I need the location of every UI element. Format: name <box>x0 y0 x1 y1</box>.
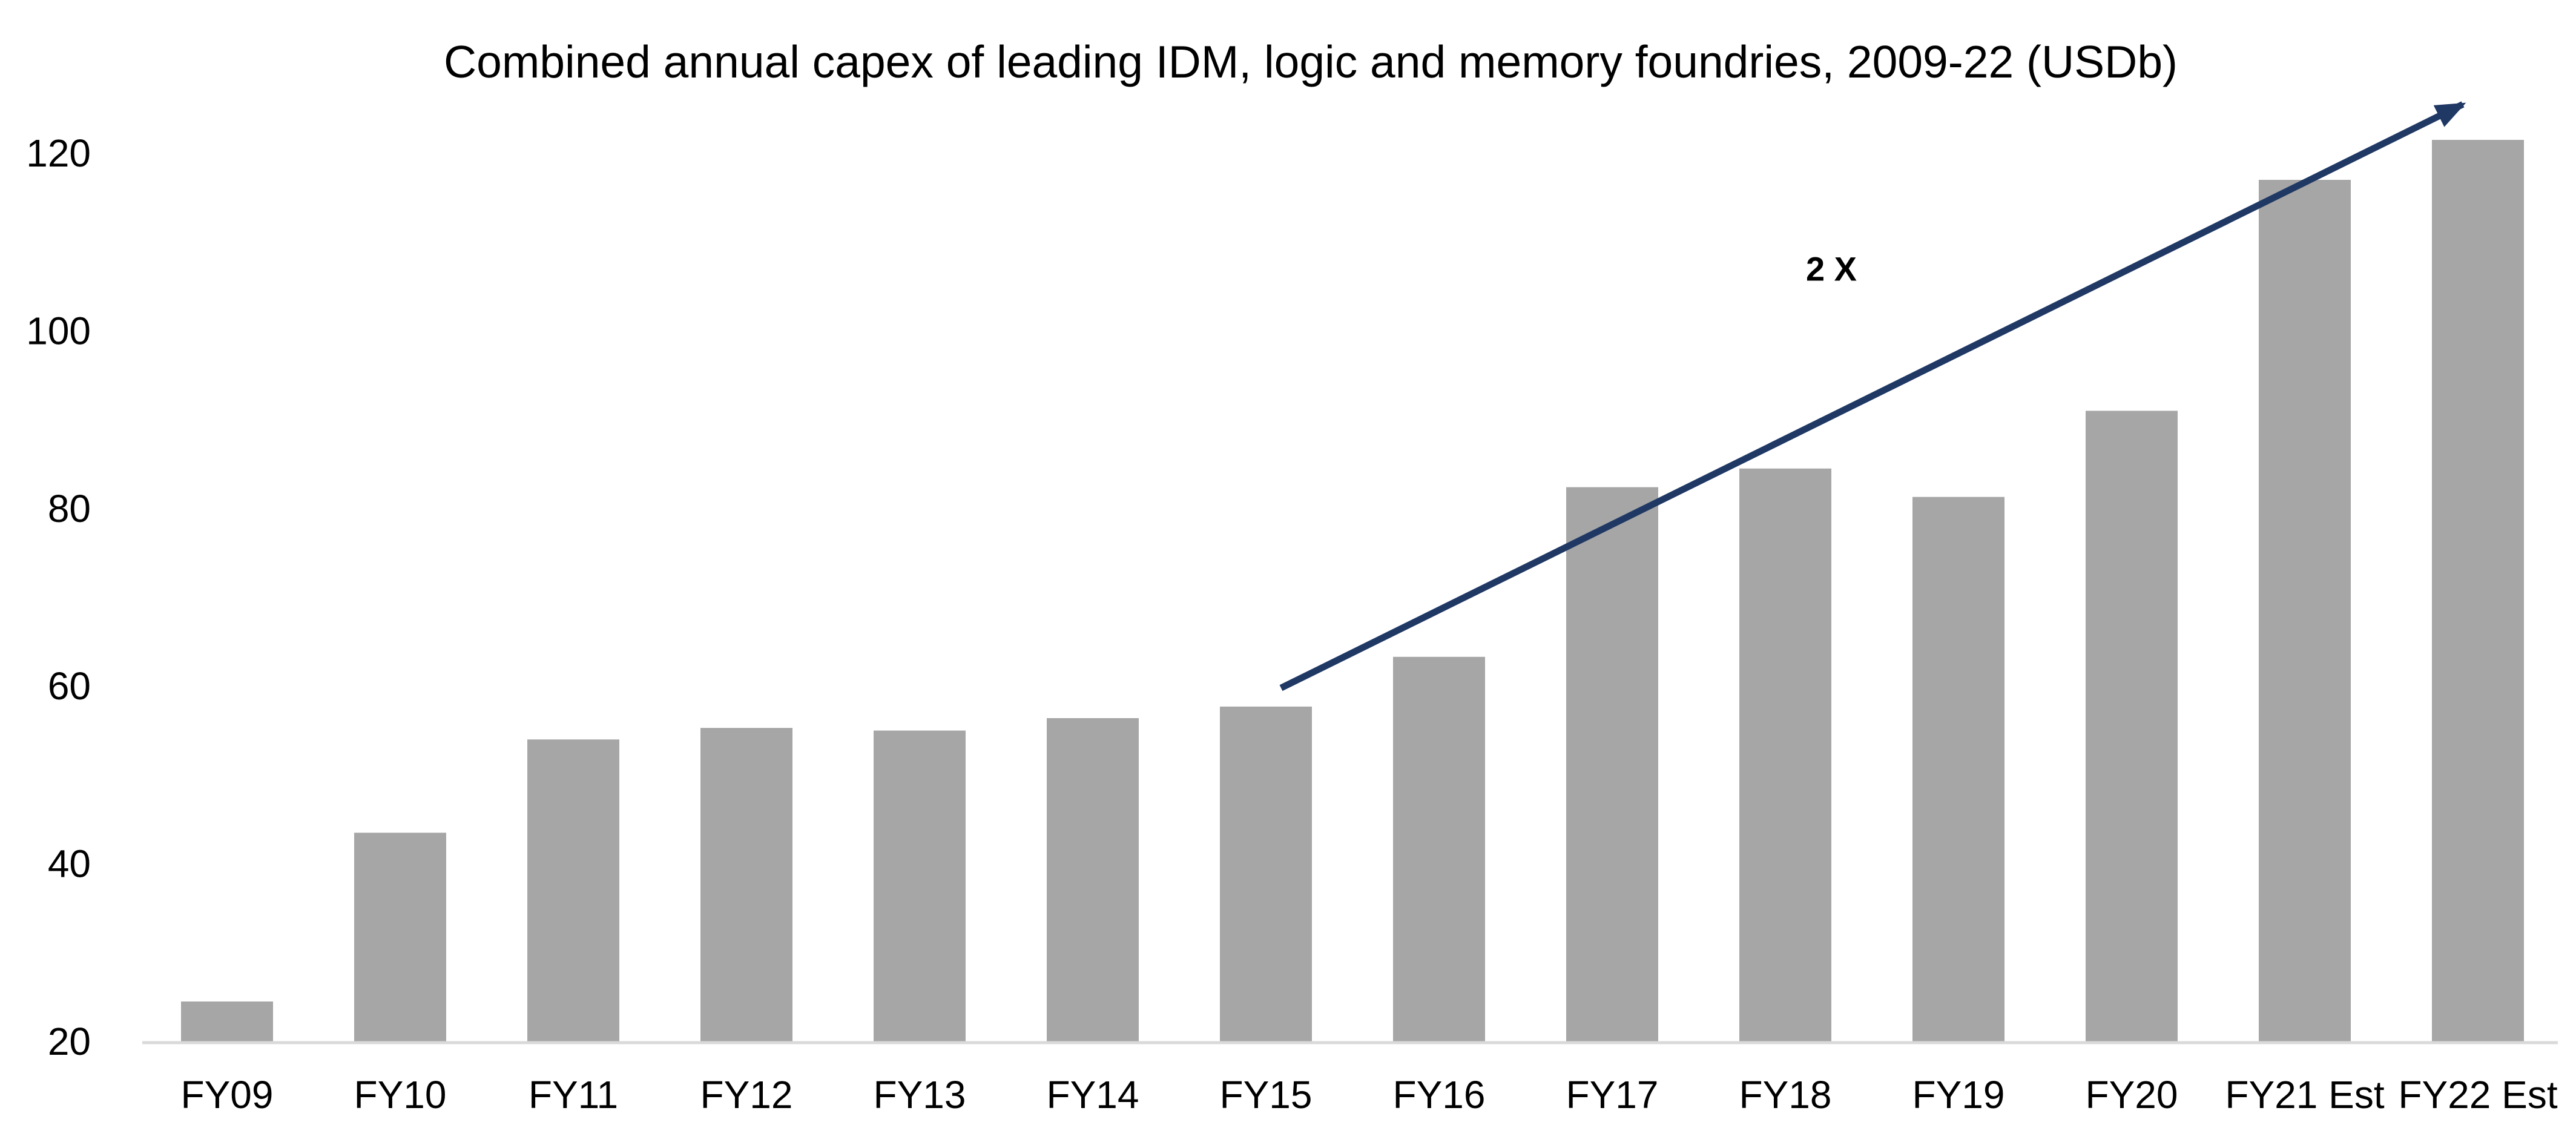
bar <box>1912 497 2004 1041</box>
bar <box>527 739 619 1041</box>
x-tick-label: FY12 <box>700 1073 793 1117</box>
bar <box>1566 487 1658 1041</box>
bar <box>2432 139 2524 1041</box>
y-tick-label: 20 <box>48 1020 91 1063</box>
trend-arrow <box>1279 101 2466 691</box>
chart-title: Combined annual capex of leading IDM, lo… <box>444 36 2178 87</box>
bar <box>874 730 966 1041</box>
y-axis-ticks: 20 40 60 80 100 120 <box>26 131 91 1063</box>
y-tick-label: 40 <box>48 842 91 886</box>
x-tick-label: FY17 <box>1566 1073 1659 1117</box>
bars <box>181 139 2524 1042</box>
y-tick-label: 120 <box>26 131 91 175</box>
x-tick-label: FY14 <box>1047 1073 1139 1117</box>
x-axis-ticks: FY09 FY10 FY11 FY12 FY13 FY14 FY15 FY16 FY17 FY18… <box>181 1073 2558 1117</box>
x-tick-label: FY19 <box>1912 1073 2005 1117</box>
x-tick-label: FY16 <box>1393 1073 1486 1117</box>
bar <box>181 1001 273 1041</box>
x-tick-label: FY13 <box>874 1073 966 1117</box>
x-tick-label: FY18 <box>1739 1073 1832 1117</box>
bar <box>1393 656 1485 1041</box>
bar <box>354 833 446 1041</box>
y-tick-label: 100 <box>26 309 91 352</box>
bar <box>1047 718 1139 1041</box>
x-tick-label: FY15 <box>1220 1073 1313 1117</box>
x-tick-label: FY21 Est <box>2225 1073 2384 1117</box>
bar <box>1220 706 1312 1041</box>
y-tick-label: 60 <box>48 664 91 708</box>
growth-annotation: 2 X <box>1806 250 1857 288</box>
y-tick-label: 80 <box>48 487 91 530</box>
bar <box>700 728 792 1041</box>
x-tick-label: FY10 <box>354 1073 447 1117</box>
bar <box>1739 468 1831 1041</box>
x-tick-label: FY09 <box>181 1073 274 1117</box>
bar <box>2259 180 2351 1041</box>
bar <box>2086 411 2178 1042</box>
x-tick-label: FY11 <box>529 1073 618 1117</box>
x-tick-label: FY20 <box>2086 1073 2178 1117</box>
x-tick-label: FY22 Est <box>2398 1073 2557 1117</box>
